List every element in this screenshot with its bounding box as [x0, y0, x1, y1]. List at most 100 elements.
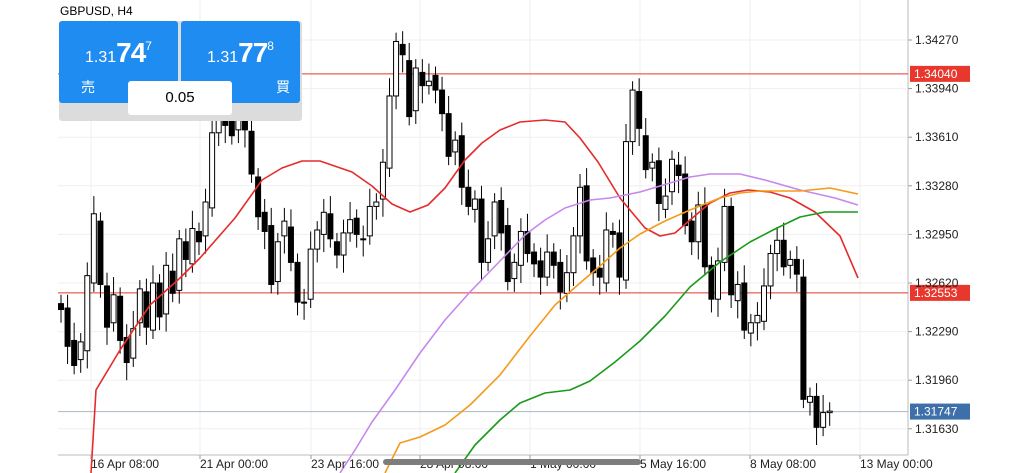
candle-body: [662, 195, 669, 210]
candle-body: [406, 60, 413, 118]
current-price-label: 1.31747: [914, 405, 958, 419]
candle-body: [412, 67, 419, 112]
candle-body: [557, 261, 564, 293]
candle-body: [793, 258, 800, 275]
time-label: 5 May 16:00: [640, 457, 706, 471]
tick-label: 1.32950: [915, 227, 959, 241]
candle-body: [721, 205, 728, 263]
tick-label: 1.33940: [915, 82, 959, 96]
candle-body: [669, 158, 676, 193]
candle-body: [465, 186, 472, 207]
candle-body: [715, 260, 721, 300]
candle-body: [340, 232, 347, 256]
buy-label: 買: [276, 79, 290, 95]
candle-body: [491, 201, 498, 237]
candle-body: [195, 230, 202, 243]
candle-body: [393, 40, 400, 97]
candle-body: [84, 275, 91, 352]
candle-body: [360, 238, 367, 241]
tick-label: 1.33280: [915, 179, 959, 193]
candle-body: [366, 205, 373, 237]
candle-body: [636, 91, 643, 129]
candle-body: [787, 258, 794, 266]
candle-body: [780, 239, 787, 268]
candle-body: [320, 211, 327, 235]
tick-label: 1.32290: [915, 325, 959, 339]
candle-body: [255, 176, 262, 218]
candle-body: [110, 294, 117, 324]
candle-body: [373, 201, 380, 207]
candle-body: [307, 248, 314, 300]
chart-scrollbar[interactable]: [383, 459, 641, 465]
candle-body: [287, 226, 294, 263]
candle-body: [353, 217, 360, 235]
candle-body: [629, 89, 636, 143]
candle-body: [806, 395, 813, 403]
tick-label: 1.31630: [915, 422, 959, 436]
candle-body: [603, 229, 610, 284]
candle-body: [432, 74, 439, 91]
candle-body: [248, 130, 255, 175]
candle-body: [754, 314, 761, 324]
candle-body: [149, 282, 156, 331]
moving-average-line: [454, 211, 858, 473]
candle-body: [228, 120, 235, 137]
candlestick-series: [58, 31, 833, 445]
moving-average-line: [339, 173, 859, 473]
candle-body: [701, 204, 708, 268]
candle-body: [117, 295, 124, 341]
candle-body: [695, 204, 702, 243]
candle-body: [58, 303, 64, 311]
candle-body: [274, 241, 281, 283]
candle-body: [609, 230, 616, 235]
candle-body: [649, 161, 656, 169]
moving-average-line: [384, 187, 859, 473]
candle-body: [182, 241, 189, 260]
moving-averages: [90, 119, 859, 473]
candle-body: [261, 211, 268, 232]
candle-body: [682, 173, 689, 227]
candle-body: [314, 229, 321, 250]
candle-body: [747, 322, 754, 334]
candle-body: [616, 232, 623, 278]
candle-body: [77, 341, 84, 361]
buy-price: 1.31778: [207, 37, 274, 68]
candle-body: [123, 336, 130, 364]
time-label: 23 Apr 16:00: [311, 457, 379, 471]
lot-size-input[interactable]: 0.05: [128, 81, 232, 115]
candle-body: [103, 285, 110, 328]
symbol-label: GBPUSD, H4: [60, 4, 133, 18]
candle-body: [774, 239, 781, 255]
candle-body: [813, 395, 820, 428]
tick-label: 1.31960: [915, 373, 959, 387]
candle-body: [136, 288, 143, 324]
candle-body: [498, 200, 505, 234]
candle-body: [176, 238, 183, 291]
candle-body: [583, 185, 590, 262]
candle-body: [202, 201, 209, 237]
candle-body: [760, 285, 767, 322]
candle-body: [563, 272, 570, 294]
time-label: 16 Apr 08:00: [91, 457, 159, 471]
candle-body: [445, 113, 452, 157]
candle-body: [419, 71, 426, 87]
candle-body: [386, 95, 393, 169]
candle-body: [452, 139, 459, 153]
candle-body: [655, 160, 662, 204]
candle-body: [577, 186, 584, 237]
candle-body: [90, 213, 97, 284]
candle-body: [708, 264, 715, 300]
level-label: 1.32553: [914, 286, 958, 300]
candle-body: [478, 198, 485, 263]
tick-label: 1.32620: [915, 276, 959, 290]
candle-body: [399, 43, 406, 56]
sell-label: 売: [81, 79, 95, 95]
price-axis: 1.34270 1.33940 1.33610 1.33280 1.32950 1.326…: [908, 33, 959, 436]
candle-body: [281, 220, 288, 237]
candle-body: [97, 220, 104, 285]
candle-body: [425, 80, 432, 87]
candle-body: [347, 219, 354, 234]
candle-body: [544, 251, 551, 278]
